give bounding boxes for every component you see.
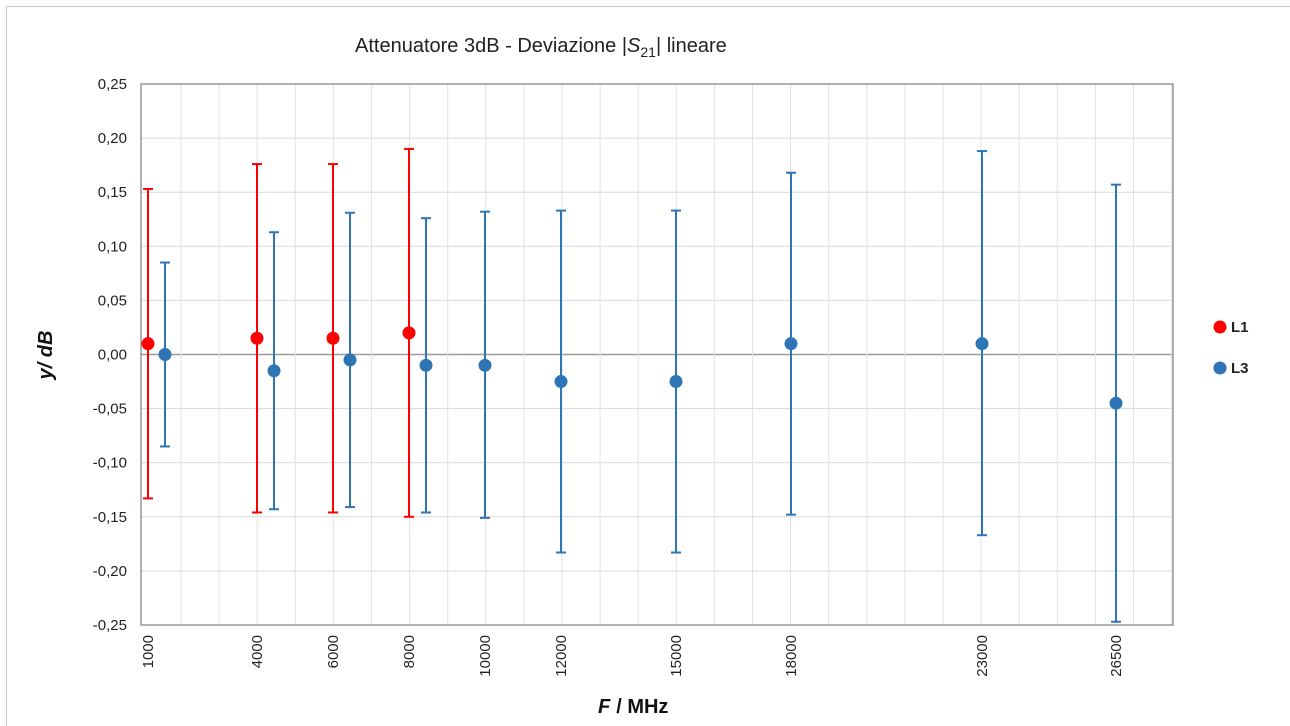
marker <box>669 375 683 389</box>
data-point-l3 <box>478 210 492 519</box>
data-point-l3 <box>158 261 172 448</box>
data-point-l1 <box>326 163 340 514</box>
data-point-l1 <box>141 187 155 500</box>
chart-title-main: Attenuatore 3dB - Deviazione <box>355 35 616 57</box>
marks <box>141 147 1123 623</box>
marker <box>141 337 155 351</box>
x-tick-label: 6000 <box>325 635 342 668</box>
data-point-l3 <box>669 209 683 554</box>
y-tick-label: 0,10 <box>98 238 127 255</box>
data-point-l3 <box>784 171 798 516</box>
data-point-l3 <box>554 209 568 554</box>
x-axis-title: F / MHz <box>598 696 668 718</box>
y-tick-label: 0,15 <box>98 184 127 201</box>
marker <box>554 375 568 389</box>
data-point-l3 <box>343 211 357 509</box>
x-tick-label: 4000 <box>249 635 266 668</box>
marker <box>158 348 172 361</box>
marker <box>267 364 281 378</box>
data-point-l3 <box>419 217 433 514</box>
y-tick-label: -0,20 <box>93 563 127 580</box>
chart-title-suffix: lineare <box>667 35 727 57</box>
marker <box>1109 396 1123 410</box>
plot-border <box>140 83 1174 626</box>
y-tick-label: -0,10 <box>93 455 127 472</box>
x-tick-label: 18000 <box>783 635 800 677</box>
x-tick-label: 12000 <box>553 635 570 677</box>
marker <box>402 326 416 340</box>
x-tick-label: 26500 <box>1108 635 1125 677</box>
marker <box>784 337 798 351</box>
axes: 0,25 0,20 0,15 0,10 0,05 0,00 -0,05 -0,10 -0,15 -… <box>93 76 1174 677</box>
marker <box>326 331 340 345</box>
x-tick-label: 1000 <box>140 635 157 668</box>
y-tick-label: -0,25 <box>93 617 127 634</box>
data-point-l3 <box>975 150 989 537</box>
x-axis-title-variable: F <box>598 696 611 718</box>
x-tick-label: 8000 <box>401 635 418 668</box>
data-point-l1 <box>402 147 416 518</box>
legend-marker <box>1213 361 1227 375</box>
marker <box>478 358 492 372</box>
grid <box>141 83 1173 626</box>
x-tick-label: 10000 <box>477 635 494 677</box>
chart-title-symbol: S <box>627 35 641 57</box>
y-tick-label: 0,25 <box>98 76 127 93</box>
legend-marker <box>1213 320 1227 334</box>
data-point-l3 <box>1109 183 1123 623</box>
x-axis-title-unit: / MHz <box>616 696 668 718</box>
y-tick-label: -0,05 <box>93 401 127 418</box>
y-tick-label: -0,15 <box>93 509 127 526</box>
marker <box>250 331 264 345</box>
legend-label: L1 <box>1231 319 1249 336</box>
x-tick-label: 23000 <box>974 635 991 677</box>
legend: L1 L3 <box>1213 319 1249 377</box>
chart-title-subscript: 21 <box>640 44 656 60</box>
y-tick-label: 0,20 <box>98 130 127 147</box>
data-point-l3 <box>267 231 281 511</box>
y-axis-title: y/ dB <box>35 331 57 381</box>
marker <box>975 337 989 351</box>
y-tick-label: 0,05 <box>98 292 127 309</box>
marker <box>343 353 357 367</box>
data-point-l1 <box>250 163 264 514</box>
marker <box>419 358 433 372</box>
chart-frame <box>6 6 1290 726</box>
y-tick-label: 0,00 <box>98 347 127 364</box>
chart-title: Attenuatore 3dB - Deviazione |S21| linea… <box>355 35 727 60</box>
legend-label: L3 <box>1231 360 1249 377</box>
x-tick-label: 15000 <box>668 635 685 677</box>
